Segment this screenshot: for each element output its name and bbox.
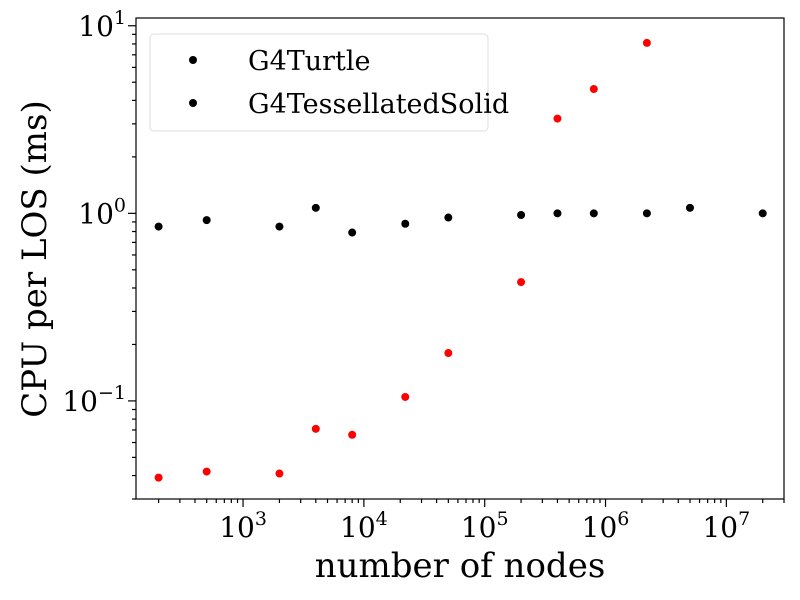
point-g4turtle [685, 203, 694, 212]
point-g4tessellatedsolid [311, 424, 320, 433]
point-g4turtle [758, 209, 767, 218]
x-tick-label: 104 [340, 508, 388, 544]
point-g4tessellatedsolid [517, 278, 526, 287]
point-g4tessellatedsolid [642, 38, 651, 47]
x-tick-label: 105 [461, 508, 509, 544]
point-g4turtle [311, 203, 320, 212]
legend-box [149, 33, 489, 132]
x-axis-label: number of nodes [315, 546, 606, 586]
point-g4tessellatedsolid [348, 430, 357, 439]
point-g4turtle [401, 219, 410, 228]
y-axis-label: CPU per LOS (ms) [15, 100, 55, 417]
point-g4turtle [348, 228, 357, 237]
point-g4tessellatedsolid [444, 349, 453, 358]
point-g4turtle [154, 222, 163, 231]
point-g4tessellatedsolid [589, 85, 598, 94]
point-g4tessellatedsolid [401, 392, 410, 401]
y-tick-label: 10−1 [62, 382, 126, 418]
point-g4turtle [517, 210, 526, 219]
major-ticks [128, 25, 727, 507]
x-tick-label: 103 [219, 508, 267, 544]
point-g4tessellatedsolid [553, 114, 562, 123]
y-tick-label: 100 [78, 194, 126, 230]
legend-label-g4turtle: G4Turtle [248, 46, 371, 77]
data-points [154, 38, 767, 482]
point-g4turtle [589, 209, 598, 218]
legend-marker-g4tessellatedsolid [189, 99, 197, 107]
x-tick-label: 106 [582, 508, 630, 544]
legend: G4Turtle G4TessellatedSolid [149, 33, 509, 132]
point-g4turtle [642, 209, 651, 218]
point-g4turtle [202, 216, 211, 225]
plot-frame [135, 17, 785, 500]
point-g4tessellatedsolid [154, 473, 163, 482]
tick-labels: 103 104 105 106 107 10−1 100 101 [62, 7, 750, 544]
point-g4turtle [553, 209, 562, 218]
legend-label-g4tessellatedsolid: G4TessellatedSolid [248, 89, 509, 120]
point-g4tessellatedsolid [202, 467, 211, 476]
point-g4tessellatedsolid [275, 469, 284, 478]
point-g4turtle [275, 222, 284, 231]
y-tick-label: 101 [78, 7, 126, 43]
legend-marker-g4turtle [189, 56, 197, 64]
point-g4turtle [444, 213, 453, 222]
x-tick-label: 107 [702, 508, 750, 544]
minor-ticks [132, 33, 785, 503]
